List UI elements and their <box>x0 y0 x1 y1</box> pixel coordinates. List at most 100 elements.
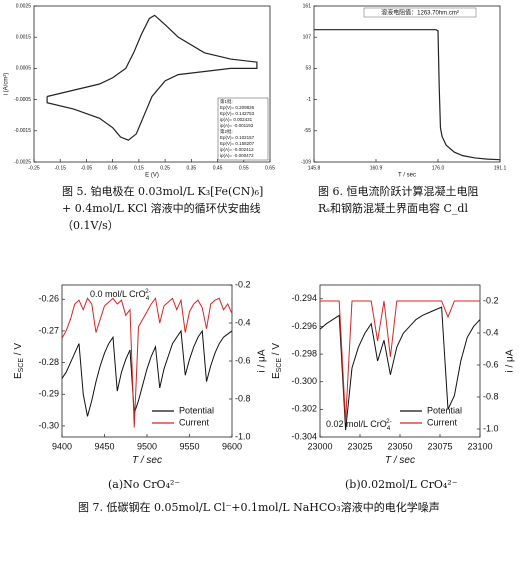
y-axis-label: ESCE / V <box>13 343 26 379</box>
series-line <box>314 29 501 161</box>
label-part: SCE <box>18 358 25 373</box>
x-axis-label: E (V) <box>145 173 159 179</box>
y2-tick-label: -0.8 <box>483 391 499 401</box>
y-axis-label: i (A/cm²) <box>4 73 10 96</box>
caption: (b)0.02mol/L CrO₄²⁻ <box>345 478 458 491</box>
y-tick-label: -0.0025 <box>14 159 31 165</box>
label-part: 2- <box>145 288 151 295</box>
y-tick-label: 0.0025 <box>16 3 32 9</box>
plot-frame <box>33 5 271 163</box>
x-tick-label: 9400 <box>52 441 72 451</box>
annotation: 0.0 mol/L CrO42- <box>90 288 151 302</box>
series-line <box>46 14 258 141</box>
x-tick-label: 0.05 <box>108 165 118 171</box>
y-tick-label: 53 <box>305 66 311 72</box>
label-part: 4 <box>146 295 150 302</box>
y2-axis-label: i / μA <box>505 349 516 372</box>
y-tick-label: -0.304 <box>291 431 317 441</box>
label-part: SCE <box>276 358 283 373</box>
y-tick-label: -0.29 <box>38 389 59 399</box>
x-tick-label: -0.25 <box>28 165 40 171</box>
x-tick-label: -0.15 <box>55 165 67 171</box>
y-tick-label: -0.0005 <box>14 97 31 103</box>
x-tick-label: 23000 <box>307 441 332 451</box>
label-part: E <box>271 372 282 379</box>
y-tick-label: -1 <box>307 97 312 103</box>
label-part: / V <box>13 343 24 358</box>
x-tick-label: 145.8 <box>308 165 321 171</box>
x-tick-label: 23050 <box>387 441 412 451</box>
y-tick-label: -0.26 <box>38 294 59 304</box>
legend-label: Potential <box>179 405 214 415</box>
x-tick-label: 0.15 <box>134 165 144 171</box>
y2-tick-label: -0.2 <box>235 279 251 289</box>
y-tick-label: -0.27 <box>38 325 59 335</box>
y-tick-label: -0.300 <box>291 376 317 386</box>
y-tick-label: 0.0005 <box>16 66 32 72</box>
y-tick-label: -0.302 <box>291 404 317 414</box>
x-tick-label: 160.9 <box>370 165 383 171</box>
y-tick-label: 161 <box>303 3 312 9</box>
annotation: Ep(V)= 0.209826 <box>220 105 255 110</box>
y-tick-label: -55 <box>304 128 311 134</box>
annotation: ip(A)= -0.002412 <box>220 147 254 152</box>
x-axis-label: T / sec <box>385 455 415 466</box>
x-tick-label: 176.0 <box>432 165 445 171</box>
legend-label: Current <box>427 417 458 427</box>
y-tick-label: -0.298 <box>291 348 317 358</box>
x-tick-label: 9450 <box>94 441 114 451</box>
caption: + 0.4mol/L KCl 溶液中的循环伏安曲线 <box>62 201 261 215</box>
y-tick-label: -0.294 <box>291 293 317 303</box>
series-line <box>319 306 481 431</box>
y2-tick-label: -0.4 <box>235 317 251 327</box>
legend-label: Current <box>179 417 210 427</box>
y2-tick-label: -0.6 <box>483 359 499 369</box>
annotation: Ep(V)= 0.142753 <box>220 111 255 116</box>
label-part: 4 <box>387 425 391 432</box>
annotation-box <box>217 97 269 161</box>
y2-tick-label: -1.0 <box>235 431 251 441</box>
y-tick-label: 0.0015 <box>16 35 32 41</box>
x-tick-label: 23075 <box>427 441 452 451</box>
caption: 图 5. 铂电极在 0.03mol/L K₃[Fe(CN)₆] <box>62 184 263 198</box>
x-tick-label: 0.25 <box>160 165 170 171</box>
x-axis-label: T / sec <box>398 173 416 179</box>
series-line <box>61 329 233 417</box>
annotation: Ep(V)= 0.158207 <box>220 141 255 146</box>
series-line <box>61 297 233 428</box>
y2-axis-label: i / μA <box>257 349 268 372</box>
x-tick-label: 0.45 <box>213 165 223 171</box>
x-tick-label: 9600 <box>222 441 242 451</box>
annotation: 0.02 mol/L CrO42- <box>326 418 392 432</box>
x-tick-label: 9500 <box>137 441 157 451</box>
y-axis-label: ESCE / V <box>271 343 284 379</box>
label-part: E <box>13 372 24 379</box>
x-tick-label: 23025 <box>347 441 372 451</box>
y-tick-label: -0.296 <box>291 321 317 331</box>
annotation: Ep(V)= 0.102157 <box>220 135 255 140</box>
y2-tick-label: -0.4 <box>483 327 499 337</box>
y-tick-label: -109 <box>301 159 311 165</box>
series-line <box>320 300 480 422</box>
annotation: 溶液电阻值：1263.70hm.cm² <box>381 9 459 17</box>
annotation: 第1批: <box>220 98 233 105</box>
x-tick-label: 0.55 <box>239 165 249 171</box>
annotation: ip(A)= 0.002431 <box>220 117 253 122</box>
annotation: 第2批: <box>220 128 233 135</box>
x-tick-label: 23100 <box>467 441 492 451</box>
label-part: / V <box>271 343 282 358</box>
caption: 图 7. 低碳钢在 0.05mol/L Cl⁻+0.1mol/L NaHCO₃溶… <box>78 500 440 514</box>
caption: 图 6. 恒电流阶跃计算混凝土电阻 <box>318 184 479 198</box>
y2-tick-label: -0.8 <box>235 393 251 403</box>
y2-tick-label: -0.2 <box>483 295 499 305</box>
x-tick-label: -0.05 <box>81 165 93 171</box>
x-axis-label: T / sec <box>132 455 162 466</box>
caption: (a)No CrO₄²⁻ <box>108 478 180 491</box>
legend-label: Potential <box>427 405 462 415</box>
y2-tick-label: -1.0 <box>483 423 499 433</box>
label-part: 2- <box>386 418 392 425</box>
caption: Rₛ和钢筋混凝土界面电容 C_dl <box>318 201 468 215</box>
annotation-box <box>363 7 477 18</box>
x-tick-label: 9550 <box>179 441 199 451</box>
